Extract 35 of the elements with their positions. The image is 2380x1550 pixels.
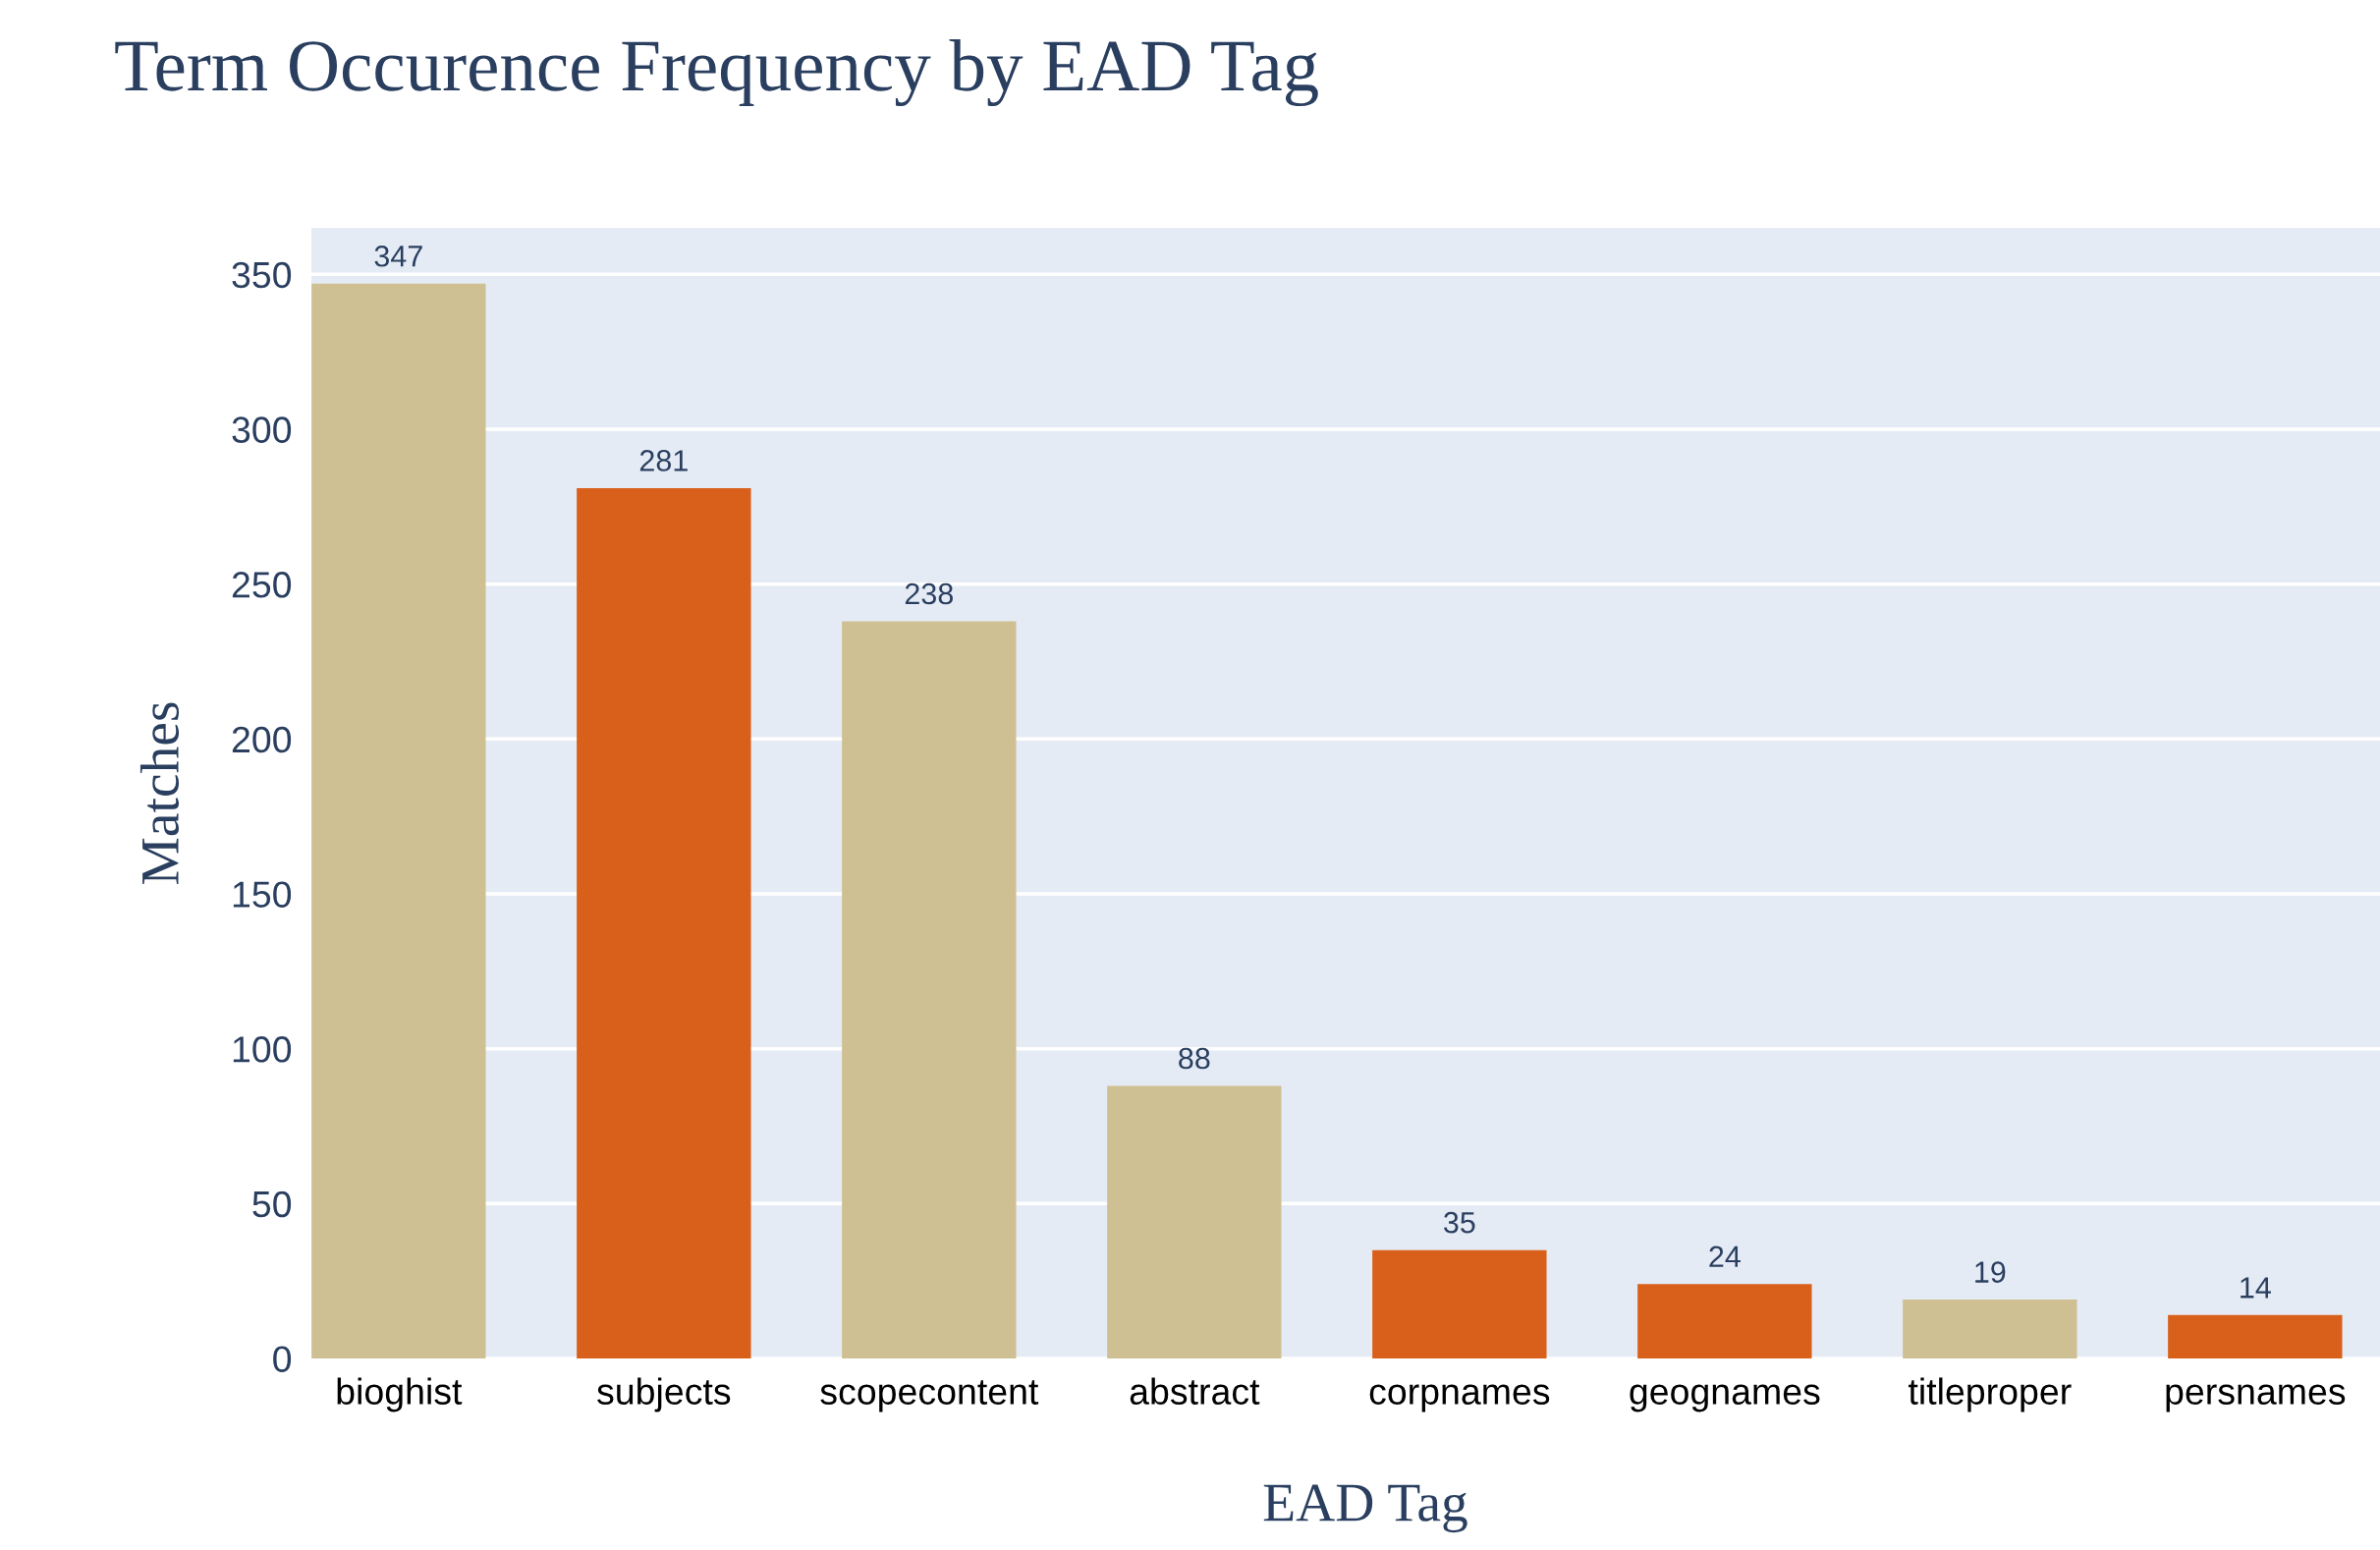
data-label: 14 (2241, 1277, 2271, 1299)
chart-title: Term Occurence Frequency by EAD Tag (115, 38, 1318, 107)
y-tick-label: 200 (232, 726, 292, 753)
bar (842, 621, 1017, 1358)
data-label: 281 (639, 450, 688, 471)
y-tick-label: 50 (252, 1190, 292, 1218)
y-tick-label: 100 (233, 1036, 292, 1063)
y-tick-label: 350 (232, 261, 292, 289)
data-label: 19 (1975, 1261, 2006, 1283)
bar (1903, 1300, 2077, 1358)
data-label: 238 (905, 582, 953, 605)
y-axis-title: Matches (139, 702, 180, 885)
x-tick-label: subjects (597, 1377, 731, 1412)
x-tick-label: scopecontent (820, 1380, 1039, 1412)
bar (1107, 1085, 1282, 1358)
bar (311, 283, 486, 1358)
data-label: 347 (374, 245, 422, 267)
bar (1372, 1249, 1547, 1358)
x-tick-label: persnames (2166, 1384, 2346, 1412)
x-tick-label: abstract (1130, 1377, 1260, 1405)
x-axis-title: EAD Tag (1263, 1484, 1467, 1533)
bar (1637, 1284, 1812, 1358)
data-label: 35 (1444, 1211, 1475, 1234)
x-tick-label: titleproper (1909, 1377, 2072, 1412)
y-tick-label: 150 (233, 881, 292, 908)
x-tick-label: bioghist (337, 1377, 463, 1412)
y-tick-label: 0 (273, 1346, 292, 1372)
y-tick-label: 300 (232, 416, 292, 443)
y-tick-label: 250 (232, 572, 292, 598)
data-label: 88 (1179, 1047, 1210, 1070)
bar (577, 487, 751, 1358)
x-tick-label: geognames (1630, 1384, 1820, 1412)
data-label: 24 (1709, 1246, 1741, 1267)
x-tick-label: corpnames (1369, 1384, 1550, 1412)
bar (2168, 1314, 2343, 1358)
